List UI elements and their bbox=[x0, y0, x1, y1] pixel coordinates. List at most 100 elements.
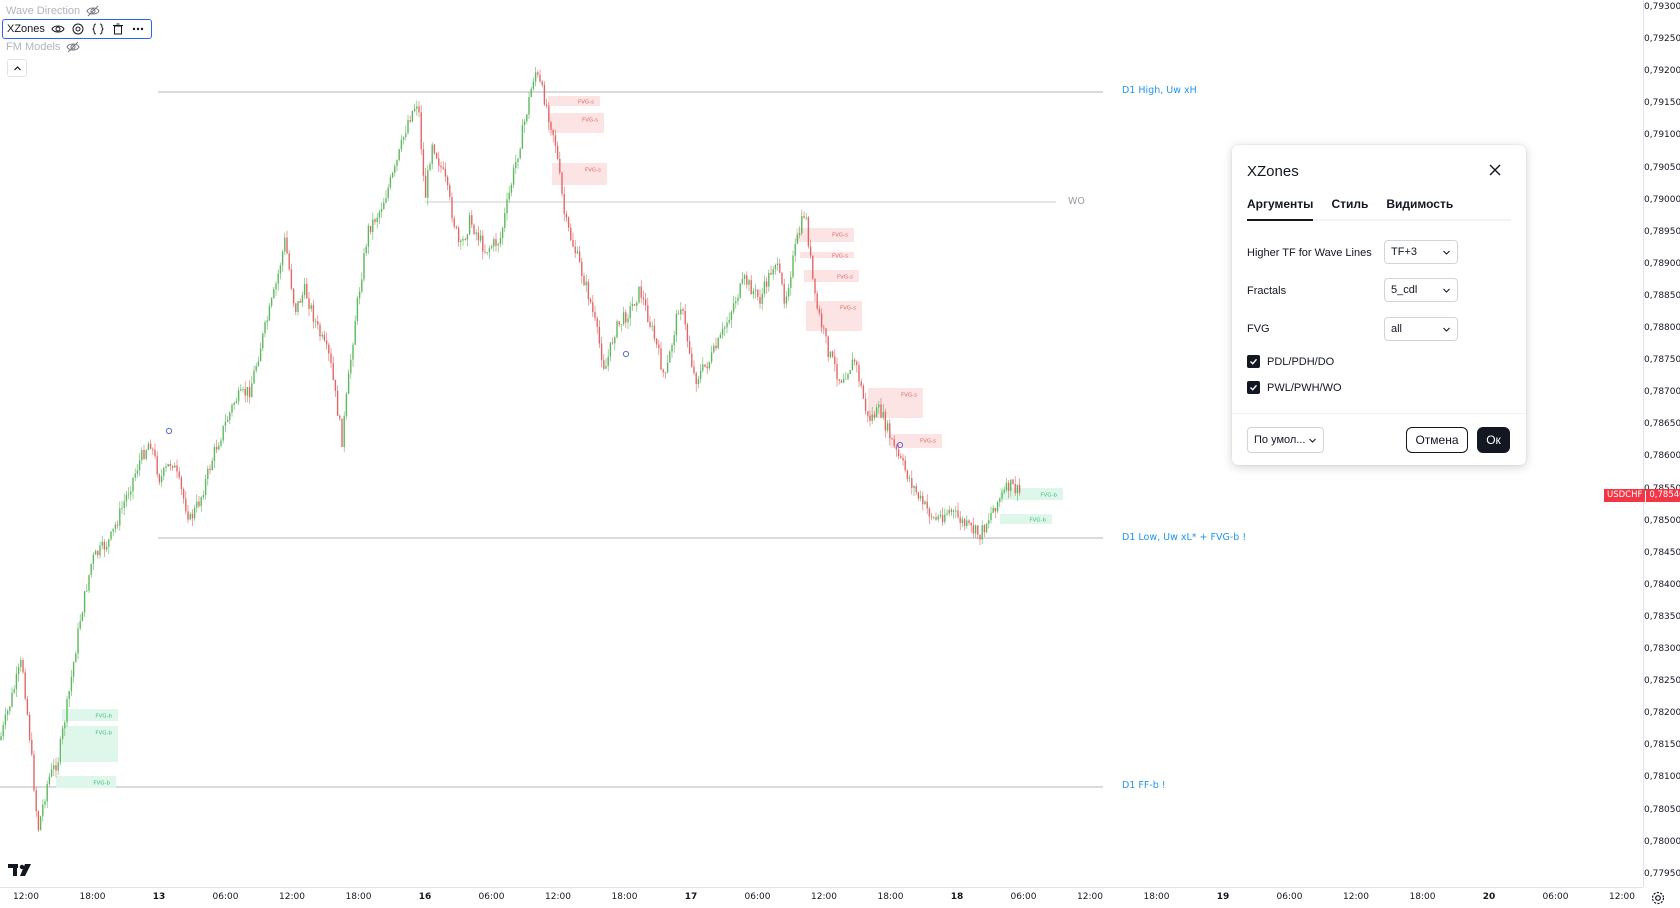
fvg-buy-zone bbox=[56, 776, 116, 788]
candle-body bbox=[532, 81, 535, 89]
more-icon[interactable] bbox=[131, 22, 145, 36]
candle-body bbox=[915, 486, 917, 493]
candle-body bbox=[928, 508, 931, 517]
tab-visibility[interactable]: Видимость bbox=[1386, 197, 1454, 211]
fractals-value: 5_cdl bbox=[1391, 284, 1418, 296]
fractals-select[interactable]: 5_cdl bbox=[1384, 278, 1458, 302]
price-axis-label: 0,78100 bbox=[1644, 772, 1680, 783]
candle-body bbox=[783, 284, 785, 304]
candle-body bbox=[858, 365, 860, 382]
candle-body bbox=[486, 252, 488, 253]
candle-body bbox=[286, 237, 288, 254]
source-code-icon[interactable] bbox=[91, 22, 105, 36]
settings-icon[interactable] bbox=[71, 22, 85, 36]
eye-icon[interactable] bbox=[51, 22, 65, 36]
candle-body bbox=[662, 369, 664, 373]
price-axis-label: 0,78350 bbox=[1644, 611, 1680, 622]
candle-body bbox=[561, 172, 563, 194]
candle-body bbox=[798, 233, 801, 235]
candle-body bbox=[385, 198, 387, 203]
price-chart[interactable]: FVG-s FVG-s FVG-s FVG-s FVG-s FVG-s FVG-s FVG-s… bbox=[0, 0, 1643, 887]
candle-body bbox=[110, 531, 112, 540]
candle-body bbox=[376, 217, 378, 222]
time-axis-label: 16 bbox=[418, 892, 432, 902]
pdl-pdh-do-checkbox-row[interactable]: PDL/PDH/DO bbox=[1247, 355, 1334, 368]
candle-body bbox=[585, 281, 587, 286]
candle-body bbox=[334, 379, 337, 391]
candle-body bbox=[552, 129, 554, 136]
candle-body bbox=[325, 340, 328, 345]
candle-body bbox=[904, 460, 906, 471]
eye-off-icon[interactable] bbox=[66, 40, 80, 54]
candle-body bbox=[405, 133, 407, 138]
tab-style[interactable]: Стиль bbox=[1331, 197, 1369, 211]
candle-body bbox=[77, 628, 79, 654]
legend-wave-direction[interactable]: Wave Direction bbox=[2, 2, 104, 20]
candle-body bbox=[979, 534, 981, 540]
candle-body bbox=[697, 379, 700, 385]
candle-body bbox=[554, 135, 557, 146]
pwl-pwh-wo-checkbox[interactable] bbox=[1247, 381, 1260, 394]
candle-body bbox=[851, 359, 854, 371]
trash-icon[interactable] bbox=[111, 22, 125, 36]
candle-body bbox=[202, 495, 205, 498]
candle-body bbox=[42, 804, 44, 817]
candle-body bbox=[913, 486, 915, 489]
price-axis-label: 0,78600 bbox=[1644, 451, 1680, 462]
candle-body bbox=[556, 145, 559, 159]
candle-body bbox=[625, 312, 627, 323]
price-axis[interactable] bbox=[1643, 0, 1680, 887]
pdl-pdh-do-checkbox[interactable] bbox=[1247, 355, 1260, 368]
close-icon[interactable] bbox=[1487, 162, 1503, 178]
candle-body bbox=[853, 359, 856, 362]
legend-xzones[interactable]: XZones bbox=[2, 19, 152, 39]
pwl-pwh-wo-checkbox-row[interactable]: PWL/PWH/WO bbox=[1247, 381, 1342, 394]
candle-body bbox=[930, 516, 933, 518]
tab-arguments[interactable]: Аргументы bbox=[1247, 197, 1314, 221]
candle-body bbox=[136, 470, 139, 474]
candle-body bbox=[862, 385, 865, 399]
defaults-dropdown[interactable]: По умол... bbox=[1247, 427, 1324, 453]
candle-body bbox=[746, 275, 748, 285]
price-axis-label: 0,79300 bbox=[1644, 2, 1680, 12]
candle-body bbox=[992, 507, 994, 513]
candle-body bbox=[330, 353, 332, 364]
candle-body bbox=[435, 153, 438, 159]
candle-body bbox=[636, 302, 638, 306]
candle-body bbox=[816, 293, 818, 309]
candle-body bbox=[1007, 482, 1010, 491]
candle-body bbox=[231, 404, 233, 413]
candle-body bbox=[977, 525, 979, 535]
higher-tf-select[interactable]: TF+3 bbox=[1384, 240, 1458, 264]
candle-body bbox=[878, 404, 880, 408]
candle-body bbox=[917, 492, 920, 499]
candle-body bbox=[880, 404, 882, 418]
higher-tf-value: TF+3 bbox=[1391, 246, 1417, 258]
candle-body bbox=[275, 283, 277, 290]
ok-button[interactable]: Ок bbox=[1477, 427, 1510, 453]
candle-body bbox=[834, 356, 836, 364]
candle-body bbox=[207, 468, 209, 480]
candle-body bbox=[669, 351, 671, 363]
time-axis[interactable] bbox=[0, 887, 1643, 908]
candle-body bbox=[651, 325, 653, 327]
legend-fm-models[interactable]: FM Models bbox=[2, 38, 84, 56]
price-axis-label: 0,79050 bbox=[1644, 162, 1680, 173]
collapse-legend-button[interactable] bbox=[7, 59, 27, 77]
gear-icon[interactable] bbox=[1650, 890, 1666, 906]
eye-off-icon[interactable] bbox=[86, 4, 100, 18]
candle-body bbox=[422, 149, 425, 176]
fvg-label: FVG-s bbox=[901, 393, 917, 399]
time-axis-label: 12:00 bbox=[811, 892, 837, 902]
candle-body bbox=[402, 137, 405, 140]
candle-body bbox=[72, 662, 75, 677]
cancel-button[interactable]: Отмена bbox=[1406, 427, 1468, 453]
candle-body bbox=[105, 546, 108, 550]
candle-body bbox=[631, 304, 634, 307]
fvg-label: FVG-s bbox=[832, 233, 848, 239]
time-axis-label: 12:00 bbox=[1077, 892, 1103, 902]
candle-body bbox=[253, 370, 255, 384]
candle-body bbox=[768, 272, 770, 287]
candle-body bbox=[479, 235, 482, 241]
fvg-select[interactable]: all bbox=[1384, 317, 1458, 341]
